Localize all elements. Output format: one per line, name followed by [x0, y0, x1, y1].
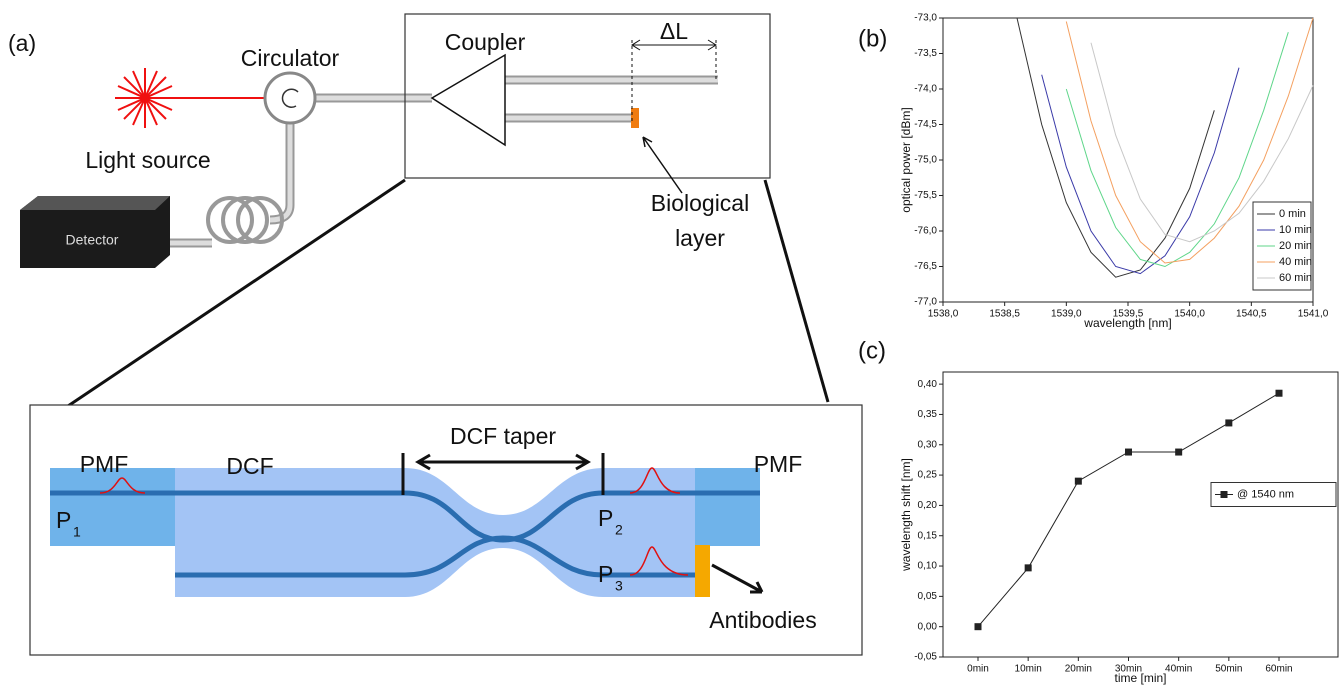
- x-tick-label: 1538,5: [989, 309, 1020, 320]
- x-tick-label: 20min: [1065, 664, 1092, 675]
- legend-label: 40 min: [1279, 256, 1312, 268]
- legend-label: 20 min: [1279, 240, 1312, 252]
- port-label: P: [598, 561, 613, 587]
- pmf-label: PMF: [80, 451, 129, 477]
- circulator-label: Circulator: [241, 45, 340, 71]
- y-axis-label: optical power [dBm]: [899, 107, 913, 212]
- port-sub: 2: [615, 522, 623, 538]
- x-tick-label: 1541,0: [1298, 309, 1329, 320]
- y-tick-label: 0,05: [918, 591, 938, 602]
- pointer-arrow: [643, 137, 682, 193]
- legend-label: 10 min: [1279, 224, 1312, 236]
- diagram: (a) Circulator Light source Detector Cou…: [8, 14, 862, 655]
- detector-top: [20, 196, 170, 210]
- taper-label: DCF taper: [450, 423, 556, 449]
- pmf-label: PMF: [754, 451, 803, 477]
- light-source-label: Light source: [85, 147, 210, 173]
- legend-label: 0 min: [1279, 208, 1306, 220]
- x-tick-label: 1538,0: [928, 309, 959, 320]
- port-label: P: [598, 505, 613, 531]
- x-tick-label: 1540,0: [1174, 309, 1205, 320]
- arm-fibers-core: [505, 80, 718, 118]
- y-tick-label: 0,10: [918, 561, 938, 572]
- chart: (c) -0,05 0,00 0,05 0,10 0,15 0,20 0,25 0,30 0,35…: [858, 337, 1338, 685]
- y-tick-label: -76,5: [914, 261, 937, 272]
- x-axis-label: time [min]: [1114, 671, 1166, 685]
- legend-label: @ 1540 nm: [1237, 488, 1294, 500]
- pmf-right: [695, 468, 760, 546]
- marker: [1025, 564, 1032, 571]
- y-tick-label: 0,35: [918, 409, 938, 420]
- y-tick-label: -76,0: [914, 226, 937, 237]
- y-tick-label: 0,30: [918, 439, 938, 450]
- circulator-icon: [265, 73, 315, 123]
- marker: [975, 623, 982, 630]
- y-tick-label: -77,0: [914, 297, 937, 308]
- antibody-layer: [695, 545, 710, 597]
- x-tick-label: 1540,5: [1236, 309, 1267, 320]
- marker: [1175, 449, 1182, 456]
- y-tick-label: -75,0: [914, 155, 937, 166]
- panel-label: (a): [8, 30, 36, 56]
- port-sub: 1: [73, 524, 81, 540]
- x-axis-label: wavelength [nm]: [1083, 316, 1171, 330]
- y-tick-label: 0,40: [918, 379, 938, 390]
- y-tick-label: 0,20: [918, 500, 938, 511]
- coupler-label: Coupler: [445, 29, 526, 55]
- y-tick-label: -73,0: [914, 13, 937, 24]
- series-line: [1017, 18, 1214, 277]
- y-tick-label: 0,00: [918, 621, 938, 632]
- chart: (b) -77,0 -76,5 -76,0 -75,5 -75,0 -74,5 -74,0 -7…: [858, 13, 1329, 331]
- x-tick-label: 60min: [1265, 664, 1292, 675]
- detector-label: Detector: [66, 232, 119, 248]
- port-sub: 3: [615, 578, 623, 594]
- marker: [1125, 449, 1132, 456]
- y-axis-label: wavelength shift [nm]: [899, 458, 913, 572]
- x-tick-label: 10min: [1015, 664, 1042, 675]
- plot-frame: [943, 372, 1338, 657]
- legend-label: 60 min: [1279, 272, 1312, 284]
- x-tick-label: 1539,0: [1051, 309, 1082, 320]
- dcf-label: DCF: [226, 453, 273, 479]
- x-tick-label: 40min: [1165, 664, 1192, 675]
- y-tick-label: 0,15: [918, 530, 938, 541]
- series-line: [978, 393, 1279, 627]
- y-tick-label: -73,5: [914, 48, 937, 59]
- panel-label: (b): [858, 25, 887, 52]
- delta-l-label: ΔL: [660, 18, 688, 44]
- biological-label: Biological: [651, 190, 749, 216]
- x-tick-label: 50min: [1215, 664, 1242, 675]
- marker: [1276, 390, 1283, 397]
- x-tick-label: 0min: [967, 664, 989, 675]
- arm-fibers: [505, 80, 718, 118]
- coupler-icon: [432, 55, 505, 145]
- y-tick-label: -74,5: [914, 119, 937, 130]
- port-label: P: [56, 507, 71, 533]
- light-source-icon: [115, 68, 265, 128]
- y-tick-label: -0,05: [914, 652, 937, 663]
- panel-label: (c): [858, 337, 886, 364]
- y-tick-label: -75,5: [914, 190, 937, 201]
- legend-marker: [1221, 491, 1228, 498]
- antibodies-label: Antibodies: [709, 607, 816, 633]
- figure: (a) Circulator Light source Detector Cou…: [0, 0, 1344, 685]
- marker: [1225, 419, 1232, 426]
- y-tick-label: -74,0: [914, 84, 937, 95]
- biological-label: layer: [675, 225, 725, 251]
- y-tick-label: 0,25: [918, 470, 938, 481]
- marker: [1075, 478, 1082, 485]
